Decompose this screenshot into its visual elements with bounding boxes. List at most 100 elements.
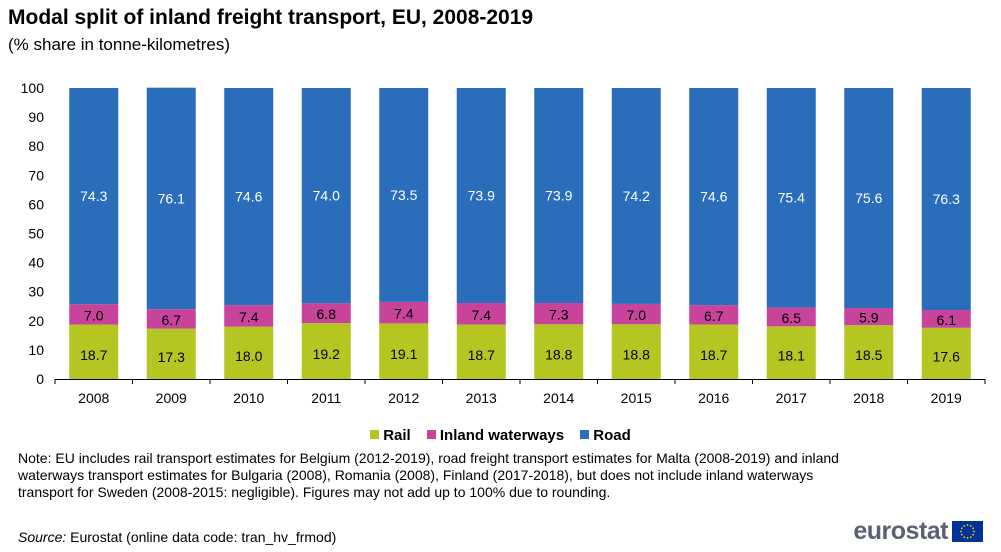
legend-label-rail: Rail <box>383 427 411 444</box>
data-label-road-2009: 76.1 <box>158 190 185 206</box>
x-tick-label-2008: 2008 <box>78 390 109 406</box>
bar-road-2018 <box>844 88 894 308</box>
bar-inland-waterways-2011 <box>301 303 351 324</box>
bar-rail-2014 <box>534 324 584 379</box>
chart-note: Note: EU includes rail transport estimat… <box>18 450 839 500</box>
eurostat-logo-text: eurostat <box>853 517 948 545</box>
y-tick-label-80: 80 <box>28 138 44 154</box>
x-tick-label-2012: 2012 <box>388 390 419 406</box>
bar-road-2008 <box>69 88 119 305</box>
data-label-inland-waterways-2011: 6.8 <box>317 306 337 322</box>
legend-label-road: Road <box>593 427 631 444</box>
data-label-inland-waterways-2008: 7.0 <box>84 307 104 323</box>
data-label-rail-2010: 18.0 <box>235 348 262 364</box>
bar-rail-2012 <box>379 323 429 379</box>
eurostat-logo[interactable]: eurostat <box>853 517 983 546</box>
bar-rail-2013 <box>456 324 506 379</box>
legend-item-rail[interactable]: Rail <box>370 427 411 444</box>
bar-road-2016 <box>689 88 739 306</box>
data-label-road-2018: 75.6 <box>855 190 882 206</box>
bar-inland-waterways-2008 <box>69 304 119 325</box>
bar-inland-waterways-2015 <box>611 303 661 325</box>
bar-road-2019 <box>921 88 971 311</box>
chart-subtitle: (% share in tonne-kilometres) <box>8 35 231 54</box>
data-label-inland-waterways-2019: 6.1 <box>937 312 957 328</box>
bar-road-2015 <box>611 88 661 304</box>
data-label-road-2011: 74.0 <box>313 188 340 204</box>
data-label-rail-2015: 18.8 <box>623 347 650 363</box>
source-text: Eurostat (online data code: tran_hv_frmo… <box>66 529 337 545</box>
legend-swatch-rail <box>370 430 380 439</box>
bar-road-2017 <box>766 88 816 308</box>
x-tick-label-2019: 2019 <box>931 390 962 406</box>
x-tick-label-2015: 2015 <box>621 390 652 406</box>
y-tick-label-60: 60 <box>28 196 44 212</box>
data-label-rail-2014: 18.8 <box>545 347 572 363</box>
data-label-road-2013: 73.9 <box>468 188 495 204</box>
bar-rail-2008 <box>69 324 119 379</box>
bar-rail-2016 <box>689 324 739 379</box>
y-tick-label-90: 90 <box>28 109 44 125</box>
chart-title: Modal split of inland freight transport,… <box>8 6 534 29</box>
data-label-rail-2009: 17.3 <box>158 349 185 365</box>
data-label-rail-2008: 18.7 <box>80 347 107 363</box>
data-label-inland-waterways-2018: 5.9 <box>859 310 879 326</box>
x-tick-label-2013: 2013 <box>466 390 497 406</box>
data-label-road-2010: 74.6 <box>235 189 262 205</box>
bar-inland-waterways-2012 <box>379 301 429 324</box>
data-label-rail-2011: 19.2 <box>313 346 340 362</box>
data-label-road-2012: 73.5 <box>390 187 417 203</box>
data-label-inland-waterways-2015: 7.0 <box>627 307 647 323</box>
data-label-inland-waterways-2010: 7.4 <box>239 309 259 325</box>
bar-inland-waterways-2016 <box>689 305 739 325</box>
data-label-road-2019: 76.3 <box>933 191 960 207</box>
bar-road-2012 <box>379 88 429 302</box>
bar-road-2011 <box>301 88 351 304</box>
data-label-road-2014: 73.9 <box>545 188 572 204</box>
data-label-rail-2017: 18.1 <box>778 348 805 364</box>
y-tick-label-0: 0 <box>36 371 44 387</box>
legend-swatch-inland-waterways <box>426 430 436 439</box>
x-tick-label-2018: 2018 <box>853 390 884 406</box>
x-tick-label-2014: 2014 <box>543 390 574 406</box>
y-tick-label-20: 20 <box>28 313 44 329</box>
y-tick-label-30: 30 <box>28 284 44 300</box>
data-label-rail-2016: 18.7 <box>700 347 727 363</box>
bar-rail-2017 <box>766 326 816 379</box>
source-label: Source: <box>18 529 67 545</box>
x-tick-label-2016: 2016 <box>698 390 729 406</box>
data-label-road-2017: 75.4 <box>778 190 805 206</box>
bar-inland-waterways-2013 <box>456 303 506 325</box>
data-label-rail-2012: 19.1 <box>390 346 417 362</box>
y-tick-label-10: 10 <box>28 342 44 358</box>
legend-swatch-road <box>580 430 590 439</box>
data-label-road-2015: 74.2 <box>623 188 650 204</box>
chart-source: Source: Eurostat (online data code: tran… <box>18 529 336 545</box>
legend-item-road[interactable]: Road <box>580 427 631 444</box>
bar-inland-waterways-2009 <box>146 309 196 329</box>
bar-rail-2010 <box>224 326 274 379</box>
legend-item-inland-waterways[interactable]: Inland waterways <box>426 427 564 444</box>
data-label-inland-waterways-2013: 7.4 <box>472 307 492 323</box>
stacked-bar-chart: 0 10 20 30 40 50 60 70 80 90 100 18.7 7.0 74.3 2008 17.… <box>21 80 986 406</box>
data-label-rail-2018: 18.5 <box>855 347 882 363</box>
bar-rail-2019 <box>921 327 971 379</box>
x-tick-label-2009: 2009 <box>156 390 187 406</box>
data-label-inland-waterways-2017: 6.5 <box>782 310 802 326</box>
data-label-inland-waterways-2009: 6.7 <box>162 312 182 328</box>
eu-flag-icon <box>952 521 983 542</box>
y-tick-label-50: 50 <box>28 226 44 242</box>
data-label-road-2008: 74.3 <box>80 188 107 204</box>
data-label-road-2016: 74.6 <box>700 189 727 205</box>
bar-rail-2018 <box>844 325 894 379</box>
bar-road-2010 <box>224 88 274 306</box>
bar-inland-waterways-2010 <box>224 305 274 327</box>
bar-inland-waterways-2019 <box>921 310 971 328</box>
data-label-rail-2019: 17.6 <box>933 348 960 364</box>
data-label-inland-waterways-2014: 7.3 <box>549 307 569 323</box>
y-tick-label-100: 100 <box>21 80 45 96</box>
bar-inland-waterways-2014 <box>534 303 584 325</box>
bar-inland-waterways-2017 <box>766 307 816 327</box>
data-label-inland-waterways-2012: 7.4 <box>394 306 414 322</box>
bar-road-2014 <box>534 88 584 304</box>
